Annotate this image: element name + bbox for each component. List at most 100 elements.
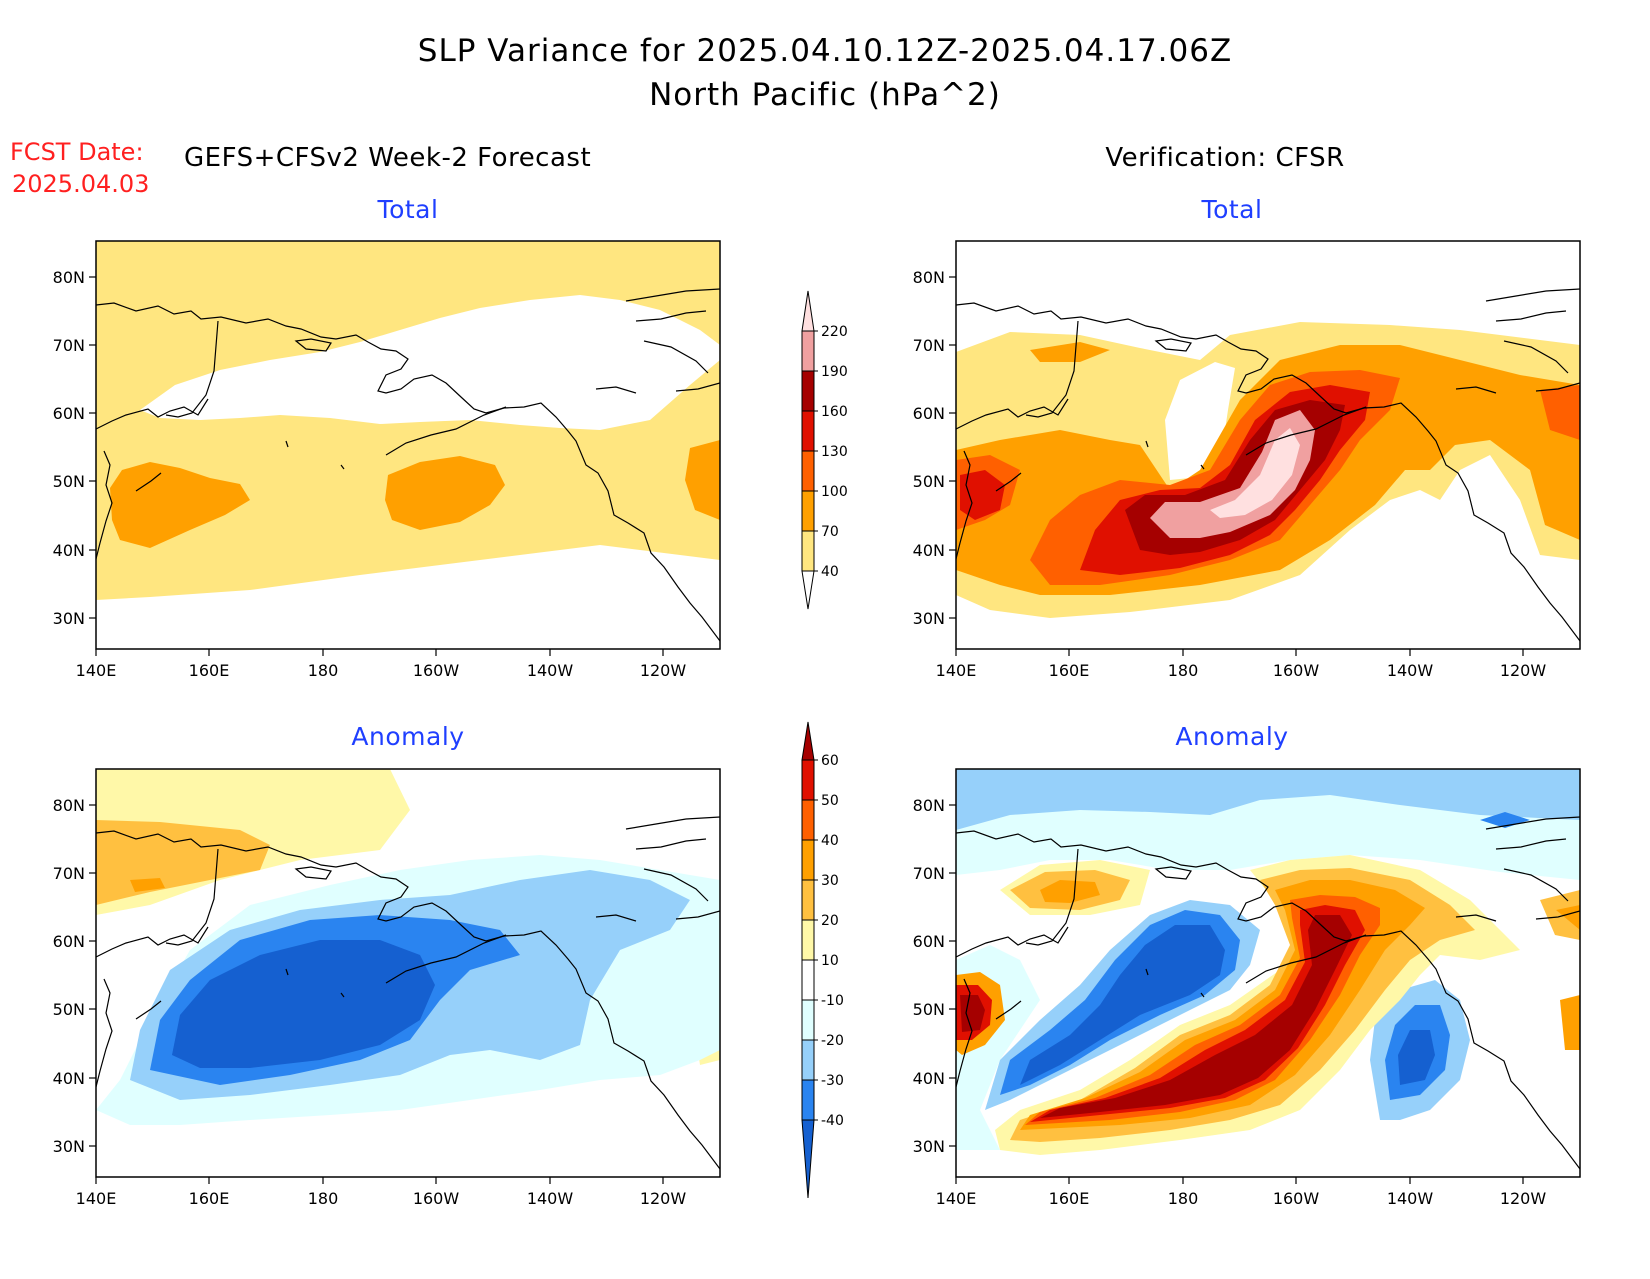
colorbar-label: -10 [821, 993, 844, 1009]
lat-tick-label: 70N [913, 864, 945, 883]
colorbar-label: 220 [821, 324, 848, 340]
colorbar-segment [801, 370, 815, 412]
lat-tick-label: 60N [53, 932, 85, 951]
lat-tick-label: 80N [53, 796, 85, 815]
lon-tick-label: 160E [1049, 1189, 1090, 1208]
lat-tick-label: 80N [913, 268, 945, 287]
verification-total-title: Total [1201, 195, 1263, 224]
lat-tick-label: 30N [53, 609, 85, 628]
lat-tick-label: 60N [53, 404, 85, 423]
lon-tick-label: 140E [76, 1189, 117, 1208]
lon-tick-label: 120W [640, 1189, 687, 1208]
lat-tick-label: 50N [53, 472, 85, 491]
colorbar-segment [801, 330, 815, 372]
lat-tick-label: 70N [53, 864, 85, 883]
colorbar-segment [801, 1079, 815, 1121]
lat-tick-label: 80N [53, 268, 85, 287]
colorbar-label: 60 [821, 753, 839, 769]
colorbar-lower-triangle [801, 570, 815, 610]
anomaly-colorbar: -40 -30 -20 -10 10 20 30 40 50 60 [801, 721, 844, 1199]
left-column-title: GEFS+CFSv2 Week-2 Forecast [184, 143, 591, 173]
lat-tick-label: 50N [913, 472, 945, 491]
colorbar-label: 130 [821, 444, 848, 460]
lon-tick-label: 160W [413, 1189, 460, 1208]
lon-tick-label: 140W [1387, 1189, 1434, 1208]
lat-tick-label: 40N [53, 541, 85, 560]
colorbar-label: 160 [821, 404, 848, 420]
lat-tick-label: 60N [913, 404, 945, 423]
colorbar-lower-triangle [801, 1119, 815, 1199]
forecast-total-field [96, 241, 720, 649]
lon-tick-label: 180 [1168, 1189, 1199, 1208]
lat-tick-label: 50N [53, 1000, 85, 1019]
lon-tick-label: 160W [413, 661, 460, 680]
main-title-line1: SLP Variance for 2025.04.10.12Z-2025.04.… [418, 33, 1232, 69]
colorbar-label: 70 [821, 524, 839, 540]
forecast-anomaly-field [96, 769, 720, 1125]
lon-tick-label: 120W [640, 661, 687, 680]
lon-tick-label: 160E [189, 661, 230, 680]
lon-tick-label: 160W [1273, 1189, 1320, 1208]
axes-layer: 140E 160E 180 160W 140W 120W 80N 70N 60N 50N 40N 30… [53, 268, 1547, 1208]
right-column-title: Verification: CFSR [1105, 143, 1344, 173]
colorbar-label: 20 [821, 913, 839, 929]
lat-tick-label: 40N [913, 1069, 945, 1088]
lon-tick-label: 140E [936, 661, 977, 680]
colorbar-segment [801, 799, 815, 841]
forecast-total-panel [95, 240, 721, 650]
verification-anomaly-title: Anomaly [1175, 722, 1288, 751]
colorbar-segment [801, 839, 815, 881]
main-title-line2: North Pacific (hPa^2) [649, 77, 1001, 113]
lat-tick-label: 60N [913, 932, 945, 951]
lat-tick-label: 50N [913, 1000, 945, 1019]
colorbar-segment [801, 410, 815, 452]
verification-total-panel [955, 240, 1581, 650]
forecast-anomaly-panel [95, 768, 721, 1178]
lon-tick-label: 180 [308, 1189, 339, 1208]
total-colorbar: 40 70 100 130 160 190 220 [801, 290, 848, 610]
colorbar-label: 40 [821, 564, 839, 580]
colorbar-label: -20 [821, 1033, 844, 1049]
lon-tick-label: 140E [936, 1189, 977, 1208]
colorbar-segment [801, 879, 815, 921]
lon-tick-label: 160E [189, 1189, 230, 1208]
colorbar-segment [801, 530, 815, 572]
verification-anomaly-panel [955, 768, 1581, 1178]
colorbar-segment [801, 490, 815, 532]
lon-tick-label: 180 [308, 661, 339, 680]
lat-tick-label: 30N [53, 1137, 85, 1156]
forecast-anomaly-title: Anomaly [351, 722, 464, 751]
lon-tick-label: 120W [1500, 661, 1547, 680]
colorbar-label: -30 [821, 1073, 844, 1089]
lat-tick-label: 40N [913, 541, 945, 560]
lon-tick-label: 160W [1273, 661, 1320, 680]
colorbar-label: -40 [821, 1113, 844, 1129]
colorbar-segment [801, 959, 815, 1001]
lat-tick-label: 30N [913, 1137, 945, 1156]
lat-tick-label: 70N [913, 336, 945, 355]
colorbar-upper-triangle [801, 290, 815, 332]
colorbar-label: 40 [821, 833, 839, 849]
colorbar-segment [801, 450, 815, 492]
fcst-date: 2025.04.03 [12, 170, 149, 198]
lon-tick-label: 120W [1500, 1189, 1547, 1208]
lon-tick-label: 160E [1049, 661, 1090, 680]
lat-tick-label: 70N [53, 336, 85, 355]
lat-tick-label: 80N [913, 796, 945, 815]
verification-total-field [956, 322, 1580, 618]
lon-tick-label: 180 [1168, 661, 1199, 680]
fcst-label: FCST Date: [10, 138, 144, 166]
lon-tick-label: 140W [527, 1189, 574, 1208]
verification-anomaly-field [956, 769, 1580, 1155]
colorbar-label: 50 [821, 793, 839, 809]
lon-tick-label: 140E [76, 661, 117, 680]
colorbar-segment [801, 919, 815, 961]
colorbar-segment [801, 759, 815, 801]
colorbar-upper-triangle [801, 721, 815, 761]
colorbar-label: 10 [821, 953, 839, 969]
lat-tick-label: 40N [53, 1069, 85, 1088]
colorbar-segment [801, 999, 815, 1041]
lon-tick-label: 140W [527, 661, 574, 680]
colorbar-label: 30 [821, 873, 839, 889]
colorbar-label: 100 [821, 484, 848, 500]
